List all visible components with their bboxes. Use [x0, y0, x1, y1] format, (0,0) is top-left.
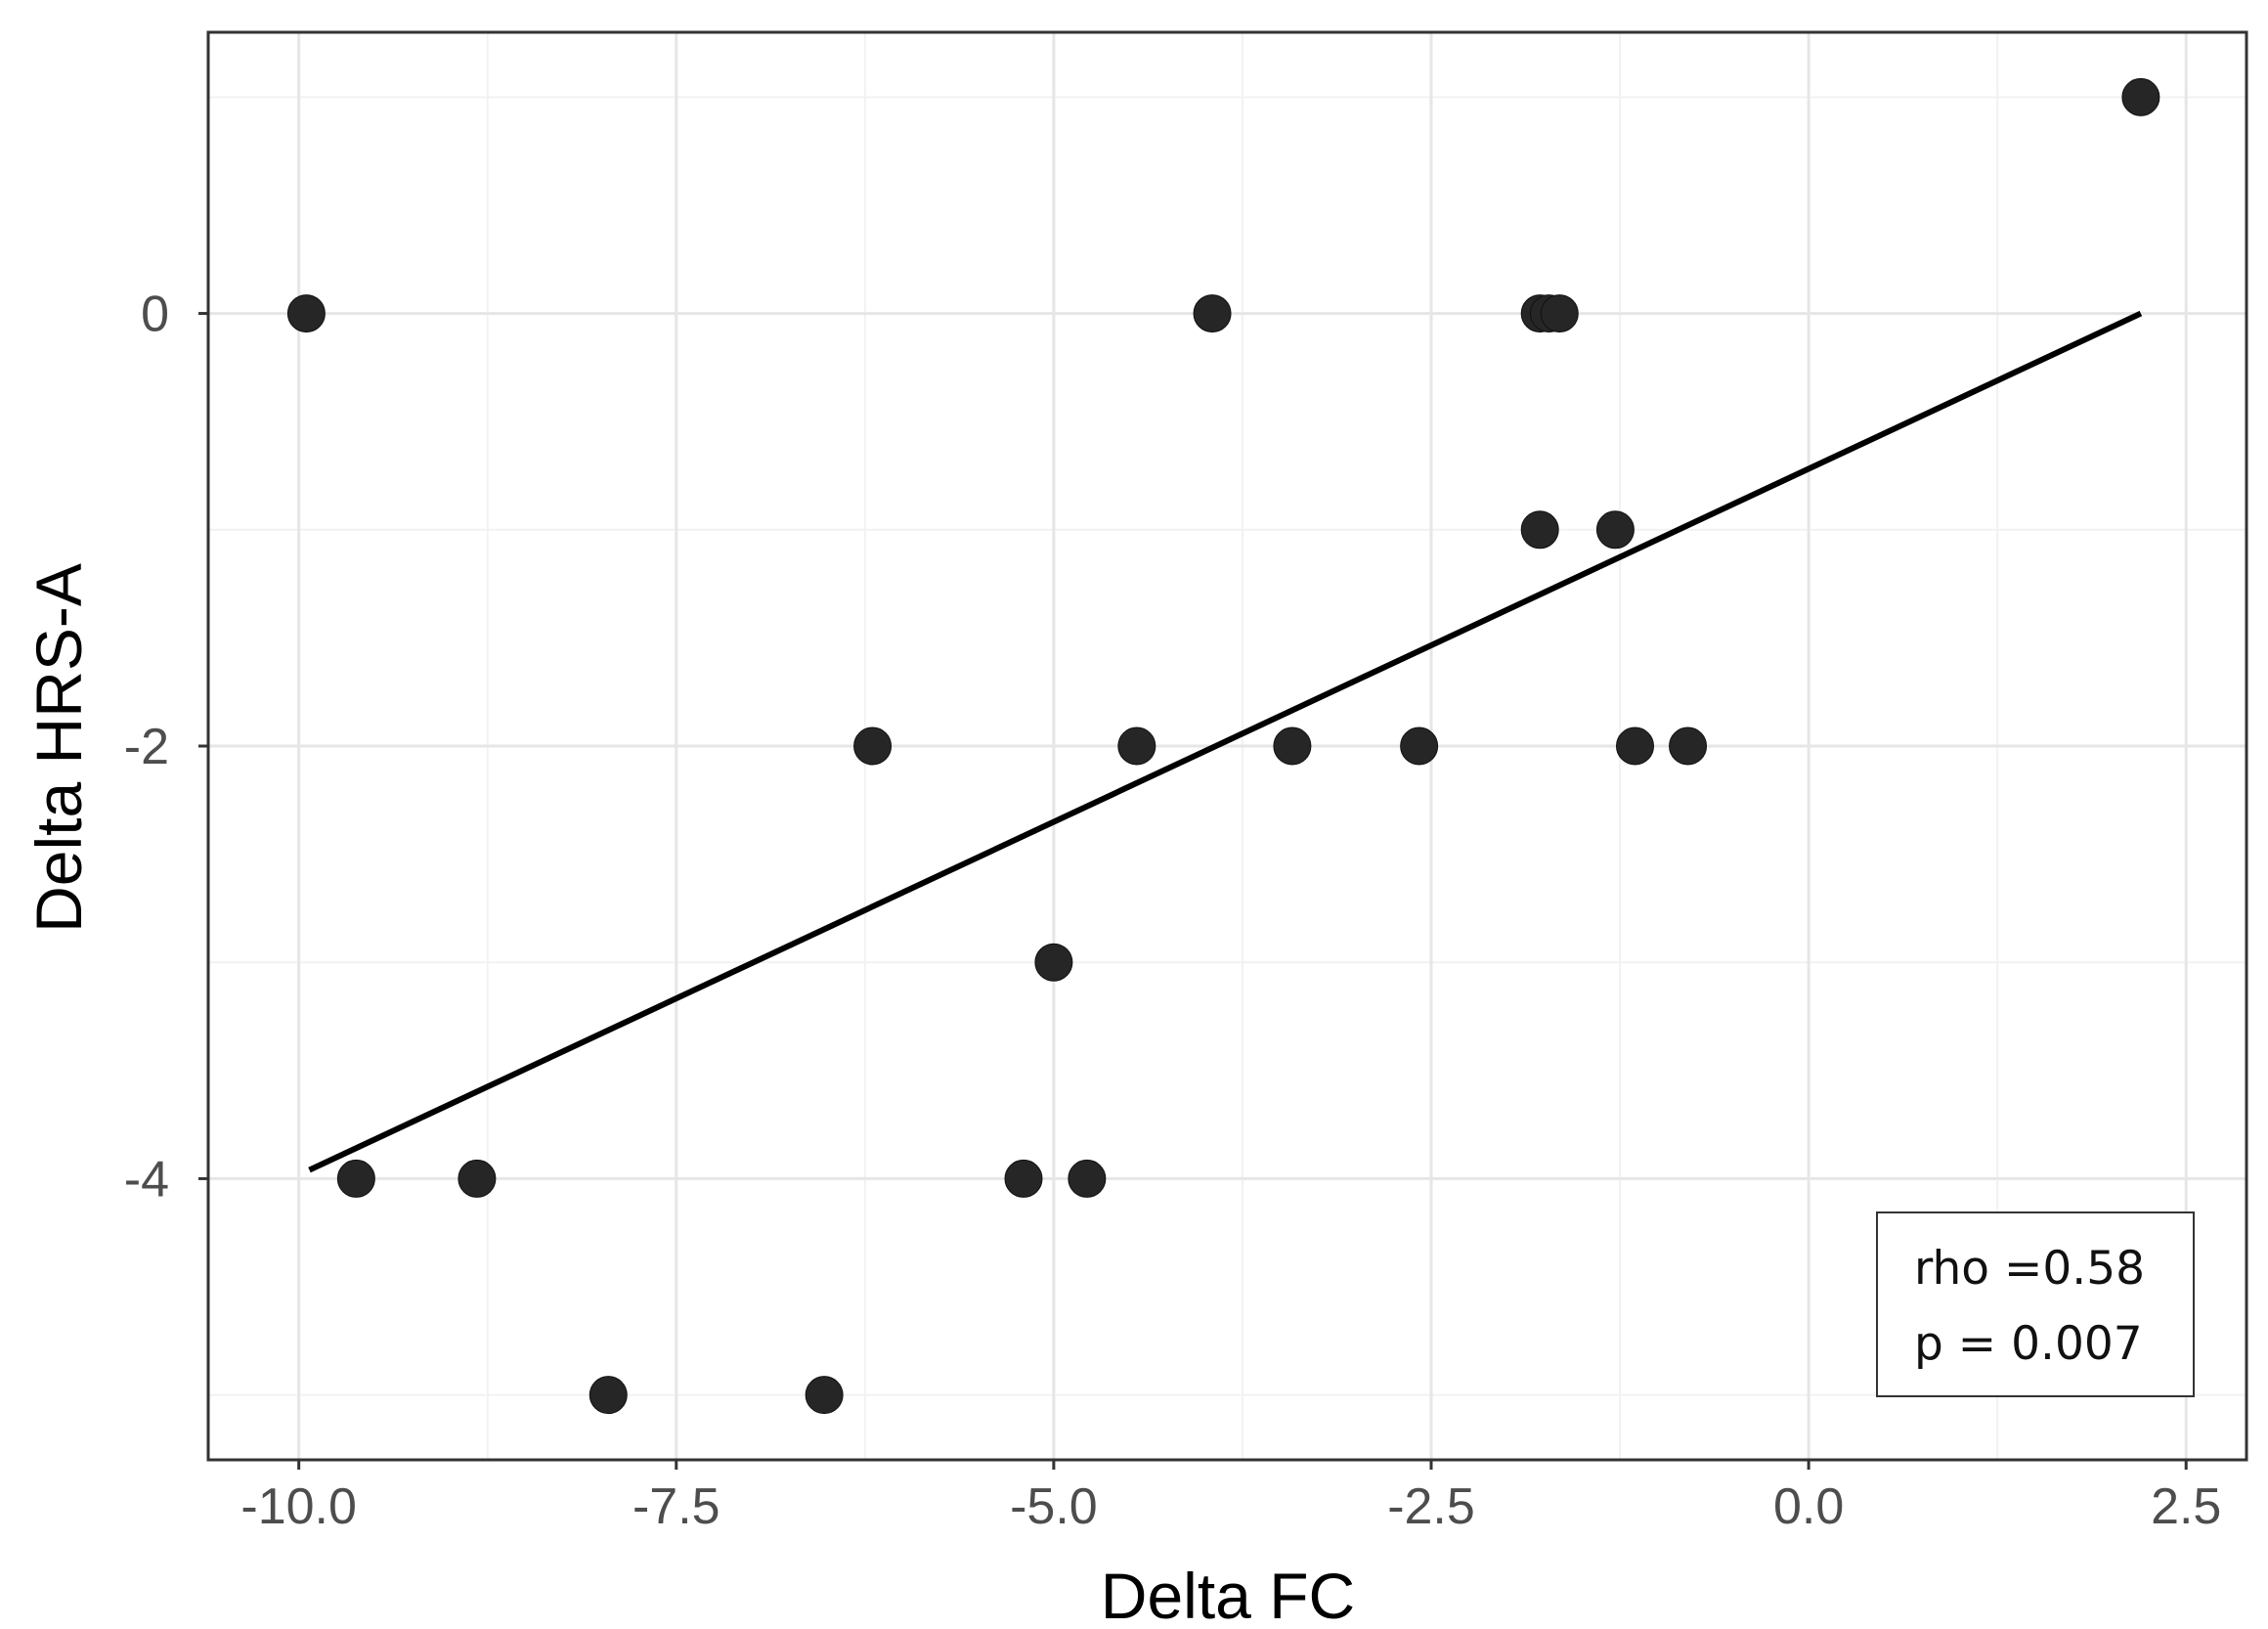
data-point — [1520, 510, 1559, 550]
data-point — [1669, 726, 1708, 766]
data-point — [1004, 1159, 1043, 1198]
annotation-frame — [1876, 1211, 2195, 1397]
y-axis-title: Delta HRS-A — [22, 563, 95, 933]
data-point — [286, 294, 326, 333]
data-point — [2121, 77, 2160, 116]
data-point — [1068, 1159, 1107, 1198]
y-tick-label: -2 — [124, 719, 169, 775]
y-tick-label: 0 — [141, 286, 169, 343]
regression-line — [308, 310, 2143, 1173]
x-tick-label: -10.0 — [240, 1478, 357, 1535]
data-point — [336, 1159, 375, 1198]
data-point — [1540, 294, 1579, 333]
points-layer — [286, 77, 2160, 1415]
x-tick-label: -7.5 — [632, 1478, 720, 1535]
x-tick-label: 2.5 — [2151, 1478, 2221, 1535]
data-point — [1273, 726, 1312, 766]
data-point — [1595, 510, 1635, 550]
data-point — [589, 1376, 628, 1415]
data-point — [458, 1159, 497, 1198]
y-axis: 0 -2 -4 — [124, 286, 208, 1208]
fit-line-layer — [308, 310, 2143, 1173]
annotation-p-value: p = 0.007 — [1914, 1317, 2143, 1371]
stats-annotation: rho =0.58 p = 0.007 — [1876, 1211, 2195, 1397]
x-tick-label: -2.5 — [1387, 1478, 1475, 1535]
x-axis-title: Delta FC — [1101, 1560, 1355, 1629]
data-point — [1034, 943, 1073, 982]
x-axis: -10.0 -7.5 -5.0 -2.5 0.0 2.5 — [240, 1460, 2221, 1535]
data-point — [1193, 294, 1232, 333]
data-point — [1616, 726, 1654, 766]
y-tick-label: -4 — [124, 1151, 169, 1208]
data-point — [1400, 726, 1439, 766]
data-point — [853, 726, 893, 766]
annotation-rho: rho =0.58 — [1914, 1242, 2145, 1296]
data-point — [1117, 726, 1156, 766]
x-tick-label: -5.0 — [1010, 1478, 1098, 1535]
data-point — [805, 1376, 844, 1415]
x-tick-label: 0.0 — [1773, 1478, 1844, 1535]
grid-layer — [208, 32, 2246, 1460]
